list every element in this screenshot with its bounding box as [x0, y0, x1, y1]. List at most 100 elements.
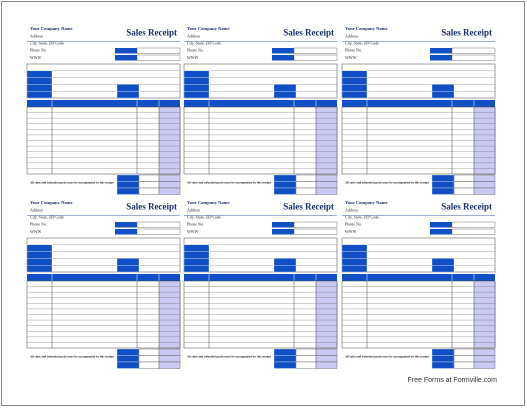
phone: Phone No. [187, 221, 204, 226]
total-box [315, 355, 338, 363]
field-label [431, 348, 455, 356]
field-box [136, 54, 181, 61]
field-label [183, 91, 210, 99]
field-box [138, 348, 160, 356]
title: Sales Receipt [126, 28, 177, 38]
field-label [272, 55, 294, 61]
field-box [453, 181, 475, 189]
receipt: Your Company Name Address City, State, ZIP… [341, 200, 496, 369]
total-box [473, 181, 496, 189]
field-label [183, 265, 210, 273]
total-box [315, 187, 338, 195]
field-label [273, 174, 297, 182]
address: Address [30, 207, 44, 212]
field-label [272, 222, 294, 228]
field-label [273, 258, 297, 266]
field-label [431, 187, 455, 195]
title: Sales Receipt [126, 202, 177, 212]
field-label [116, 174, 140, 182]
field-box [453, 348, 475, 356]
field-label [116, 348, 140, 356]
field-label [26, 77, 53, 85]
total-box [473, 355, 496, 363]
field-label [115, 229, 137, 235]
field-label [273, 265, 297, 273]
total-box [315, 361, 338, 369]
customer-block [341, 63, 496, 99]
field-label [341, 265, 368, 273]
field-box [451, 221, 496, 228]
www: WWW [187, 229, 199, 234]
field-box [136, 228, 181, 235]
www: WWW [345, 229, 357, 234]
field-label [431, 258, 455, 266]
note: All sales and refunded goods must be acc… [187, 355, 271, 359]
address: Address [30, 33, 44, 38]
footer: Free Forms at Formville.com [408, 377, 498, 384]
field-box [295, 181, 317, 189]
field-label [341, 77, 368, 85]
field-label [431, 361, 455, 369]
field-label [26, 265, 53, 273]
field-label [116, 84, 140, 92]
company-name: Your Company Name [345, 200, 388, 205]
www: WWW [30, 55, 42, 60]
company-name: Your Company Name [187, 26, 230, 31]
company-name: Your Company Name [345, 26, 388, 31]
customer-block [183, 63, 338, 99]
total-box [315, 348, 338, 356]
customer-block [341, 237, 496, 273]
field-box [138, 361, 160, 369]
field-label [431, 355, 455, 363]
field-label [341, 244, 368, 252]
field-label [430, 229, 452, 235]
field-label [26, 91, 53, 99]
field-label [183, 77, 210, 85]
field-box [451, 54, 496, 61]
receipt: Your Company Name Address City, State, ZIP… [183, 200, 338, 369]
field-label [183, 84, 210, 92]
www: WWW [30, 229, 42, 234]
total-box [473, 187, 496, 195]
phone: Phone No. [345, 47, 362, 52]
address: Address [187, 207, 201, 212]
field-label [116, 258, 140, 266]
note: All sales and refunded goods must be acc… [30, 181, 114, 185]
field-label [272, 229, 294, 235]
field-label [116, 91, 140, 99]
field-box [453, 355, 475, 363]
field-label [341, 84, 368, 92]
note: All sales and refunded goods must be acc… [345, 181, 429, 185]
field-box [293, 54, 338, 61]
receipt: Your Company Name Address City, State, ZIP… [341, 26, 496, 195]
field-label [26, 251, 53, 259]
field-box [295, 187, 317, 195]
total-box [158, 348, 181, 356]
note: All sales and refunded goods must be acc… [30, 355, 114, 359]
title: Sales Receipt [441, 28, 492, 38]
www: WWW [345, 55, 357, 60]
field-label [115, 222, 137, 228]
field-label [431, 265, 455, 273]
field-label [431, 84, 455, 92]
field-label [273, 187, 297, 195]
total-box [158, 187, 181, 195]
field-box [138, 355, 160, 363]
field-box [293, 221, 338, 228]
table-header [342, 274, 495, 281]
field-label [273, 355, 297, 363]
field-label [115, 48, 137, 54]
receipt: Your Company Name Address City, State, ZIP… [183, 26, 338, 195]
city: City, State, ZIP Code [187, 40, 221, 46]
total-box [473, 361, 496, 369]
field-label [272, 48, 294, 54]
field-box [293, 47, 338, 54]
field-label [116, 361, 140, 369]
field-label [430, 55, 452, 61]
table-header [184, 274, 337, 281]
field-label [26, 84, 53, 92]
field-label [431, 174, 455, 182]
field-label [116, 265, 140, 273]
field-label [273, 361, 297, 369]
